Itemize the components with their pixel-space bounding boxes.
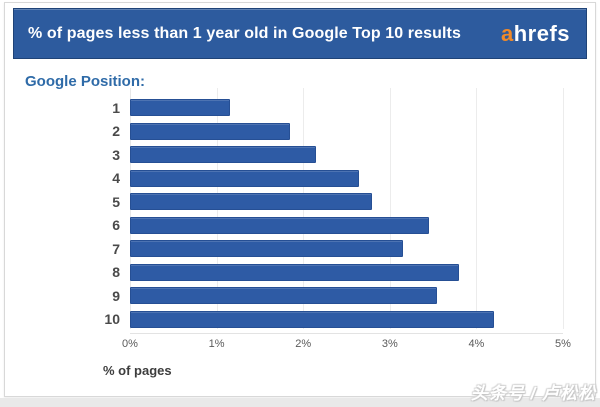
bar-row: 9: [112, 284, 563, 308]
bar-row: 4: [112, 167, 563, 191]
bottom-strip: [0, 398, 600, 407]
position-label: 1: [112, 99, 120, 116]
x-tick-label: 4%: [468, 338, 485, 350]
watermark: 头条号 / 卢松松: [470, 384, 596, 403]
bar-row: 1: [112, 96, 563, 120]
bar: [130, 99, 230, 117]
plot-area: 1 2 3 4 5 6 7 8 9 10 0% 1% 2% 3% 4% 5%: [104, 88, 571, 351]
bar-row: 10: [104, 308, 563, 332]
ahrefs-logo: ahrefs: [501, 21, 570, 47]
x-tick-label: 5%: [555, 338, 571, 350]
gridline: [389, 88, 391, 329]
x-tick-label: 3%: [381, 338, 398, 350]
header-bar: % of pages less than 1 year old in Googl…: [13, 8, 587, 59]
position-label: 9: [112, 287, 120, 304]
bar-row: 8: [112, 261, 563, 285]
position-label: 6: [112, 217, 120, 234]
bar-row: 5: [112, 190, 563, 214]
chart-card: % of pages less than 1 year old in Googl…: [4, 2, 596, 397]
position-label: 7: [112, 240, 120, 257]
x-axis: 0% 1% 2% 3% 4% 5%: [122, 333, 571, 351]
bar: [130, 169, 360, 187]
bar: [130, 240, 403, 258]
ahrefs-logo-a: a: [500, 20, 514, 46]
position-label: 10: [104, 311, 120, 328]
y-axis-title: Google Position:: [25, 73, 145, 90]
position-label: 8: [112, 264, 120, 281]
position-label: 4: [112, 170, 120, 187]
bar: [130, 122, 291, 140]
position-label: 2: [112, 123, 120, 140]
bar: [130, 193, 373, 211]
bar: [130, 310, 494, 328]
position-label: 3: [112, 146, 120, 163]
position-label: 5: [112, 193, 120, 210]
bar: [130, 263, 460, 281]
bar: [130, 287, 438, 305]
bar: [130, 216, 429, 234]
bar-row: 6: [112, 214, 563, 238]
x-axis-label: % of pages: [103, 363, 172, 378]
chart-title: % of pages less than 1 year old in Googl…: [28, 24, 461, 42]
bar: [130, 146, 317, 164]
bars-container: 1 2 3 4 5 6 7 8 9 10: [104, 88, 564, 332]
bar-row: 7: [112, 237, 563, 261]
x-tick-label: 1%: [208, 338, 225, 350]
gridline: [563, 88, 564, 329]
bar-row: 3: [112, 143, 563, 167]
x-tick-label: 0%: [122, 338, 138, 350]
bar-row: 2: [112, 120, 563, 144]
ahrefs-logo-rest: hrefs: [513, 20, 570, 46]
x-tick-label: 2%: [295, 338, 312, 350]
gridline: [476, 88, 478, 329]
chart-area: Google Position: 1 2 3 4 5 6 7 8 9 10 0% 1% 2% 3% 4% 5…: [5, 59, 595, 378]
